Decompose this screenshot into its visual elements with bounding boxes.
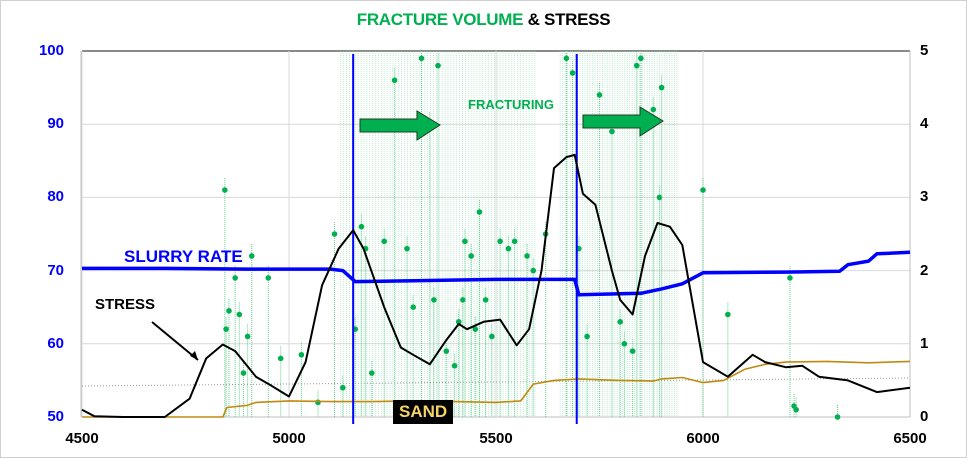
fracture-point — [358, 223, 365, 230]
fracture-point — [482, 297, 489, 303]
chart-title: FRACTURE VOLUME & STRESS — [0, 10, 967, 30]
fracture-point — [700, 187, 706, 193]
fracture-point — [472, 326, 479, 332]
x-axis-tick: 6500 — [893, 430, 927, 447]
fracture-point — [793, 406, 799, 413]
fracture-point — [391, 77, 398, 84]
fracture-point — [222, 187, 228, 193]
fracture-point — [468, 253, 474, 259]
stress-pointer-line — [151, 321, 199, 361]
fracturing-label: FRACTURING — [468, 97, 554, 112]
chart-title-part1: FRACTURE VOLUME — [356, 10, 524, 29]
fracture-point — [497, 238, 503, 245]
fracture-point — [451, 362, 458, 369]
sand-label: SAND — [393, 400, 454, 424]
left-axis-tick: 60 — [47, 334, 64, 352]
right-axis-tick: 4 — [920, 115, 929, 133]
fracture-point — [621, 341, 628, 347]
fracture-point — [331, 231, 338, 237]
left-axis-tick: 70 — [47, 261, 64, 279]
x-axis-tick: 6000 — [686, 430, 720, 447]
fracture-point — [787, 275, 793, 281]
fracture-point — [443, 348, 450, 354]
x-axis-tick: 5500 — [479, 430, 513, 447]
fracture-point — [315, 399, 321, 406]
fracture-point — [530, 267, 537, 274]
fracture-point — [431, 297, 437, 303]
fracture-point — [617, 319, 623, 325]
right-axis-tick: 5 — [920, 42, 929, 59]
fracture-point — [569, 70, 576, 76]
right-axis-tick: 3 — [920, 188, 929, 206]
fracture-point — [369, 370, 375, 376]
fracture-point — [455, 319, 462, 325]
fracture-point — [658, 84, 665, 91]
fracture-point — [277, 355, 284, 362]
fracture-point — [489, 333, 495, 340]
fracture-point — [236, 311, 243, 318]
fracturing-arrow-1 — [359, 110, 441, 141]
fracture-point — [476, 209, 483, 215]
fracture-point — [435, 62, 441, 69]
fracture-point — [226, 308, 232, 314]
fracture-point — [584, 333, 590, 340]
fracture-point — [596, 92, 603, 98]
left-axis-tick: 100 — [38, 42, 64, 59]
fracture-point — [462, 238, 468, 245]
fracture-point — [265, 275, 272, 281]
fracture-point — [633, 62, 640, 69]
sand-line — [82, 360, 911, 418]
chart-title-part2: & STRESS — [523, 10, 611, 29]
fracture-point — [524, 253, 530, 259]
stress-pointer-head — [190, 351, 198, 360]
fracture-point — [834, 414, 841, 420]
fracture-point — [505, 245, 512, 252]
fracture-point — [563, 55, 570, 62]
fracture-point — [609, 128, 615, 135]
right-axis-tick: 1 — [920, 334, 929, 352]
fracture-point — [240, 370, 247, 376]
slurry-rate-label: SLURRY RATE — [124, 247, 243, 266]
fracture-point — [725, 311, 731, 318]
fracture-point — [410, 304, 417, 311]
stress-line — [81, 153, 911, 418]
fracture-point — [418, 55, 425, 62]
fracture-point — [223, 326, 229, 332]
fracture-point — [248, 253, 255, 259]
fracture-point — [298, 351, 305, 358]
slurry-rate-line — [82, 250, 911, 297]
right-axis-tick: 2 — [920, 261, 929, 279]
fracture-point — [404, 245, 410, 252]
fracture-point — [381, 238, 388, 245]
fracture-point — [232, 275, 238, 281]
right-axis-tick: 0 — [920, 408, 929, 425]
x-axis-tick: 5000 — [272, 430, 306, 447]
fracture-point — [638, 55, 644, 62]
fracture-point — [244, 333, 251, 340]
fracture-point — [511, 238, 518, 245]
left-axis-tick: 90 — [47, 115, 64, 133]
fracturing-arrow-2 — [582, 106, 664, 137]
left-axis-tick: 50 — [47, 408, 64, 425]
reference-line — [81, 377, 911, 387]
x-axis-tick: 4500 — [65, 430, 99, 447]
stress-label: STRESS — [95, 296, 156, 313]
left-axis-tick: 80 — [47, 188, 64, 206]
fracture-point — [340, 384, 346, 391]
fracture-point — [629, 348, 636, 354]
fracture-point — [656, 194, 663, 201]
fracture-point — [460, 297, 466, 303]
fracture-point — [650, 106, 657, 113]
